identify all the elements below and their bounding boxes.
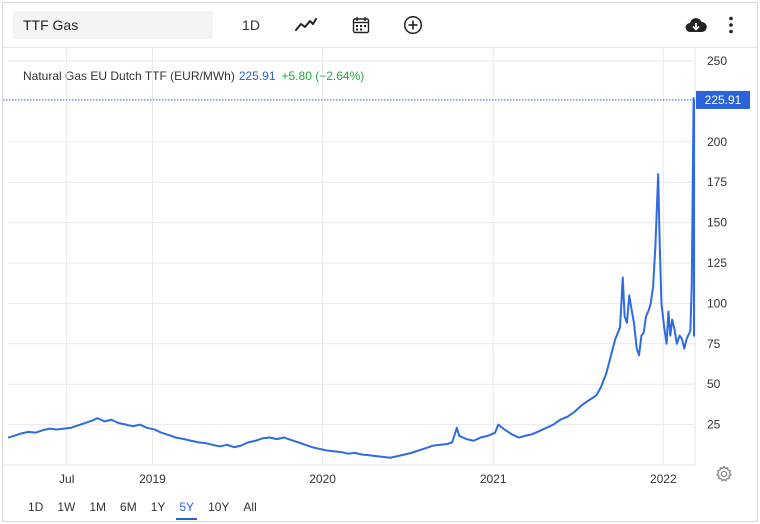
y-tick-label: 200 [707, 135, 727, 149]
range-button-1y[interactable]: 1Y [150, 500, 166, 514]
cloud-download-icon[interactable] [683, 13, 709, 37]
last-price-tag-text: 225.91 [705, 93, 742, 107]
x-tick-label: Jul [59, 472, 74, 486]
y-tick-label: 150 [707, 216, 727, 230]
quote-header: Natural Gas EU Dutch TTF (EUR/MWh) 225.91… [23, 69, 364, 83]
add-circle-icon[interactable] [399, 13, 427, 37]
range-button-1d[interactable]: 1D [28, 500, 44, 514]
y-tick-label: 25 [707, 418, 721, 432]
price-chart[interactable]: Jul 2019 2020 2021 2022 25 50 75 100 125 150 175 20… [3, 47, 757, 487]
last-price-tag-bg [696, 90, 750, 109]
y-tick-label: 50 [707, 377, 721, 391]
x-axis-labels: Jul 2019 2020 2021 2022 [59, 472, 677, 486]
range-button-5y[interactable]: 5Y [172, 497, 201, 520]
range-button-6m[interactable]: 6M [120, 500, 137, 514]
y-tick-label: 75 [707, 337, 721, 351]
last-price: 225.91 [238, 69, 276, 83]
y-tick-label: 250 [707, 54, 727, 68]
x-tick-label: 2022 [650, 472, 677, 486]
calendar-icon[interactable] [347, 13, 375, 37]
range-selector: 1D 1W 1M 6M 1Y 5Y 10Y All [21, 497, 264, 520]
y-axis-labels: 25 50 75 100 125 150 175 200 250 [707, 54, 727, 432]
last-price-tag: 225.91 [696, 90, 750, 109]
range-button-all[interactable]: All [243, 500, 257, 514]
x-tick-label: 2019 [139, 472, 166, 486]
instrument-name: Natural Gas EU Dutch TTF (EUR/MWh) [23, 69, 235, 83]
chart-grid [3, 47, 696, 466]
x-tick-label: 2020 [309, 472, 336, 486]
symbol-search-input[interactable] [13, 11, 213, 39]
range-button-10y[interactable]: 10Y [208, 500, 230, 514]
line-chart-icon[interactable] [291, 13, 321, 37]
x-tick-label: 2021 [480, 472, 507, 486]
range-button-1w[interactable]: 1W [57, 500, 76, 514]
y-tick-label: 125 [707, 256, 727, 270]
gear-icon[interactable] [715, 465, 733, 483]
y-tick-label: 175 [707, 175, 727, 189]
interval-button[interactable]: 1D [242, 17, 260, 33]
kebab-menu-icon[interactable] [721, 13, 741, 37]
price-series-line [7, 97, 695, 459]
range-button-1m[interactable]: 1M [89, 500, 107, 514]
chart-toolbar: 1D [3, 3, 757, 48]
y-tick-label: 100 [707, 296, 727, 310]
